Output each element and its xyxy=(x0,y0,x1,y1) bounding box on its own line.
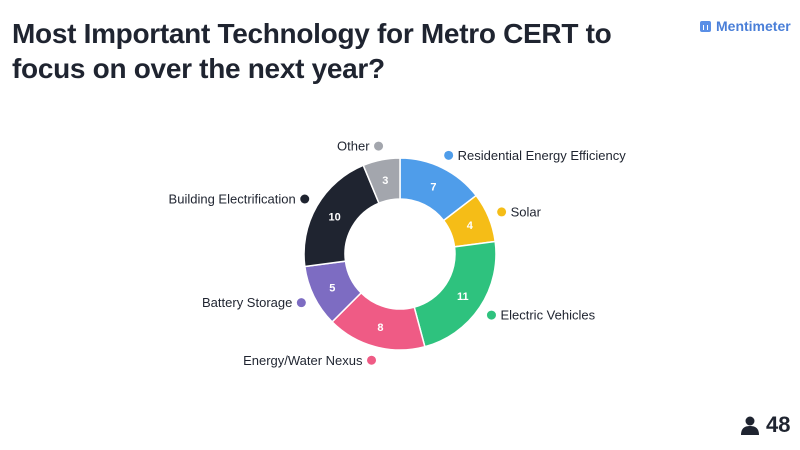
value-label-energy-water-nexus: 8 xyxy=(377,322,383,334)
value-label-battery-storage: 5 xyxy=(329,282,335,294)
category-label-battery-storage: Battery Storage xyxy=(202,295,292,310)
category-label-energy-water-nexus: Energy/Water Nexus xyxy=(243,353,363,368)
category-label-residential-energy-efficiency: Residential Energy Efficiency xyxy=(458,148,627,163)
category-label-other: Other xyxy=(337,139,370,154)
slice-electric-vehicles xyxy=(413,240,497,348)
respondent-count-value: 48 xyxy=(766,412,791,437)
respondent-count: 48 xyxy=(740,412,790,438)
page-title: Most Important Technology for Metro CERT… xyxy=(12,18,612,84)
brand-logo: Mentimeter xyxy=(700,18,791,34)
legend-dot-residential-energy-efficiency xyxy=(444,150,454,160)
legend-dot-energy-water-nexus xyxy=(367,355,377,365)
legend-dot-solar xyxy=(497,207,507,217)
category-label-solar: Solar xyxy=(511,204,542,219)
legend-dot-other xyxy=(374,141,384,151)
brand-name: Mentimeter xyxy=(716,18,791,34)
value-label-other: 3 xyxy=(382,175,388,187)
category-label-electric-vehicles: Electric Vehicles xyxy=(500,308,595,323)
value-label-solar: 4 xyxy=(467,220,474,232)
slice-other xyxy=(362,157,401,205)
legend-dot-electric-vehicles xyxy=(486,310,496,320)
value-label-residential-energy-efficiency: 7 xyxy=(430,181,436,193)
category-label-building-electrification: Building Electrification xyxy=(169,192,296,207)
value-label-electric-vehicles: 11 xyxy=(457,291,469,303)
legend-dot-battery-storage xyxy=(296,298,306,308)
slice-building-electrification xyxy=(303,164,380,268)
person-icon xyxy=(741,416,759,435)
mentimeter-logo-icon xyxy=(700,20,711,32)
value-label-building-electrification: 10 xyxy=(328,211,340,223)
legend-dot-building-electrification xyxy=(300,194,310,204)
